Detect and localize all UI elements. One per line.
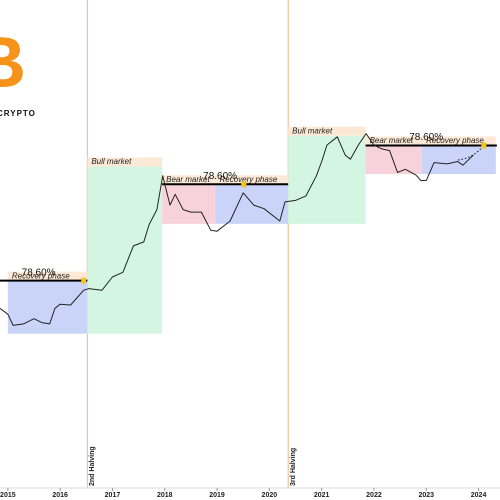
- level-label: 78.60%: [409, 132, 443, 143]
- phase-header: [215, 175, 289, 185]
- level-label: 78.60%: [22, 267, 56, 278]
- phase-header: [365, 136, 423, 146]
- x-tick-label: 2024: [471, 492, 487, 499]
- level-dot: [241, 181, 247, 188]
- x-tick-label: 2017: [105, 492, 121, 499]
- brand-name: CRYPTO: [0, 109, 36, 118]
- x-tick-label: 2016: [52, 492, 68, 499]
- level-label: 78.60%: [203, 171, 237, 182]
- phase-label: Recovery phase: [219, 175, 277, 184]
- phase-label: Bull market: [292, 126, 333, 135]
- x-tick-label: 2019: [209, 492, 225, 499]
- phase-label: Bear market: [166, 175, 210, 184]
- halving-label: 3rd Halving: [290, 448, 297, 486]
- x-tick-label: 2023: [418, 492, 434, 499]
- halving-label: 2nd Halving: [89, 446, 96, 486]
- phase-box: [7, 280, 88, 334]
- phase-label: Bull market: [91, 157, 132, 166]
- phase-box: [215, 184, 289, 224]
- phase-box: [288, 135, 366, 224]
- phase-box: [87, 166, 163, 334]
- level-dot: [481, 142, 487, 149]
- x-tick-label: 2015: [0, 492, 16, 499]
- phase-header: [422, 136, 496, 146]
- x-tick-label: 2021: [314, 492, 330, 499]
- price-line: [0, 133, 474, 326]
- x-tick-label: 2022: [366, 492, 382, 499]
- phase-header: [87, 157, 163, 167]
- phase-header: [162, 175, 216, 185]
- x-tick-label: 2018: [157, 492, 173, 499]
- logo: B: [0, 23, 26, 103]
- x-tick-label: 2020: [262, 492, 278, 499]
- phase-label: Recovery phase: [12, 271, 70, 280]
- phase-header: [288, 126, 366, 136]
- phase-header: [7, 271, 88, 281]
- phase-label: Bear market: [370, 136, 414, 145]
- phase-box: [365, 145, 423, 175]
- level-dot: [81, 277, 87, 284]
- phase-label: Recovery phase: [426, 136, 484, 145]
